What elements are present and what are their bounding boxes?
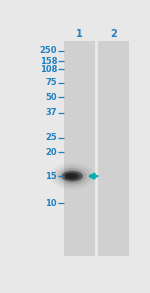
Text: 25: 25 [45, 133, 57, 142]
Ellipse shape [65, 173, 80, 180]
Text: 37: 37 [46, 108, 57, 117]
Bar [98, 41, 129, 256]
Text: 75: 75 [45, 78, 57, 87]
Text: 10: 10 [45, 199, 57, 208]
Text: 250: 250 [40, 47, 57, 55]
Ellipse shape [61, 169, 84, 183]
Text: 108: 108 [40, 64, 57, 74]
Text: 20: 20 [45, 148, 57, 157]
Text: 158: 158 [40, 57, 57, 66]
Text: 1: 1 [76, 29, 83, 39]
Text: 2: 2 [111, 29, 117, 39]
Ellipse shape [62, 171, 83, 181]
Ellipse shape [58, 168, 87, 185]
Text: 15: 15 [45, 172, 57, 181]
Ellipse shape [68, 174, 77, 178]
Ellipse shape [53, 165, 91, 187]
Bar [63, 41, 95, 256]
Ellipse shape [64, 173, 75, 179]
Text: 50: 50 [45, 93, 57, 102]
